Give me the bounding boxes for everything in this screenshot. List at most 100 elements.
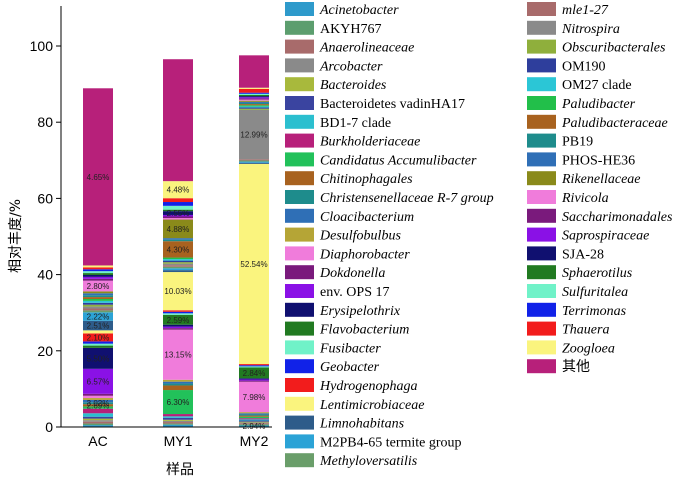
data-label: 6.57%	[87, 377, 110, 386]
bar-segment-ac-5	[83, 416, 113, 419]
legend-swatch	[285, 77, 314, 92]
bar-segment-ac-30	[83, 298, 113, 301]
bar-segment-my1-22	[163, 270, 193, 273]
legend-swatch	[285, 114, 314, 129]
bar-segment-my1-29	[163, 259, 193, 261]
bar-segment-my1-30	[163, 257, 193, 260]
legend-swatch	[285, 284, 314, 298]
y-tick-label: 20	[37, 343, 53, 359]
legend-swatch	[285, 39, 314, 54]
bar-segment-my1-21	[163, 272, 193, 311]
legend-label: Bacteroides	[320, 78, 387, 93]
bar-segment-ac-13	[83, 395, 113, 399]
bar-segment-ac-26	[83, 306, 113, 309]
bar-segment-ac-39	[83, 273, 113, 275]
legend-item: Geobacter	[285, 359, 380, 375]
bar-segment-my1-11	[163, 381, 193, 384]
bar-segment-my1-0	[163, 424, 193, 427]
bar-segment-ac-0	[83, 425, 113, 427]
bar-segment-ac-2	[83, 421, 113, 424]
legend-label: Fusibacter	[319, 341, 381, 356]
legend-item: Candidatus Accumulibacter	[285, 152, 477, 168]
bar-segment-my1-44	[163, 59, 193, 182]
bar-segment-my1-12	[163, 379, 193, 382]
bar-segment-ac-35	[83, 280, 113, 292]
bar-segment-my1-26	[163, 263, 193, 266]
bar-segment-my2-40	[239, 93, 269, 95]
legend-item: Fusibacter	[285, 340, 381, 356]
legend-label: Rikenellaceae	[561, 172, 641, 187]
bar-segment-ac-33	[83, 293, 113, 296]
x-axis-title: 样品	[166, 462, 194, 478]
bar-segment-ac-7	[83, 408, 113, 414]
legend-swatch	[527, 133, 556, 148]
legend-item: Erysipelothrix	[285, 302, 401, 319]
bar-segment-my1-8	[163, 390, 193, 415]
bar-segment-ac-21	[83, 330, 113, 334]
bar-segment-my1-39	[163, 209, 193, 212]
legend-label: M2PB4-65 termite group	[320, 435, 462, 450]
legend-label: Sulfuritalea	[562, 285, 628, 300]
x-tick-label: MY2	[240, 433, 269, 449]
legend-swatch	[285, 265, 314, 280]
data-label: 4.30%	[167, 245, 190, 254]
bar-segment-my2-29	[239, 106, 269, 108]
y-tick-label: 40	[37, 267, 53, 283]
bar-segment-my2-24	[239, 160, 269, 162]
legend-item: Limnohabitans	[285, 415, 405, 432]
bar-segment-my1-33	[163, 238, 193, 240]
bar-segment-ac-15	[83, 368, 113, 394]
bar-segment-my1-9	[163, 385, 193, 391]
legend-item: M2PB4-65 termite group	[285, 434, 462, 450]
bar-segment-my2-13	[239, 381, 269, 413]
bar-segment-my1-18	[163, 313, 193, 315]
legend-item: SJA-28	[527, 246, 604, 262]
legend-label: Hydrogenophaga	[319, 379, 417, 394]
axes: 相对丰度/% 样品 0 20 40 60 80 100 AC MY1 MY2	[8, 6, 272, 478]
legend-item: Flavobacterium	[285, 321, 409, 338]
data-label: 2.84%	[243, 369, 266, 378]
bar-segment-ac-10	[83, 402, 113, 405]
legend-swatch	[527, 58, 556, 73]
legend-item: PB19	[527, 133, 593, 150]
legend-swatch	[527, 284, 556, 298]
bar-segment-my1-28	[163, 260, 193, 263]
bar-segment-ac-42	[83, 267, 113, 270]
legend-item: mle1-27	[527, 2, 609, 18]
legend-item: BD1-7 clade	[285, 114, 391, 131]
legend-swatch	[527, 321, 556, 336]
legend-item: Burkholderiaceae	[285, 133, 420, 150]
y-tick-label: 60	[37, 190, 53, 206]
bar-segment-my2-31	[239, 104, 269, 106]
legend-swatch	[527, 20, 556, 35]
legend-swatch	[285, 246, 314, 261]
bar-segment-my1-2	[163, 422, 193, 424]
data-label: 12.99%	[240, 131, 267, 140]
bar-segment-my2-5	[239, 420, 269, 422]
bar-segment-my2-28	[239, 107, 269, 109]
plot-area: 2.10% 2.51% 5.50% 6.57% 2.22% 4.65% 2.80% 2.69%…	[83, 55, 269, 431]
legend-item: AKYH767	[285, 20, 381, 37]
bar-segment-ac-19	[83, 341, 113, 344]
legend-swatch	[527, 246, 556, 261]
bar-segment-my2-15	[239, 379, 269, 381]
legend-label: BD1-7 clade	[320, 116, 391, 131]
bar-segment-my1-32	[163, 239, 193, 242]
bar-segment-ac-23	[83, 312, 113, 321]
bar-segment-my1-17	[163, 314, 193, 325]
bar-segment-ac-9	[83, 404, 113, 407]
bar-segment-ac-3	[83, 420, 113, 422]
legend-swatch	[285, 340, 314, 355]
legend-swatch	[527, 96, 556, 110]
bar-segment-my2-7	[239, 418, 269, 420]
legend-swatch	[285, 359, 314, 374]
legend-label: PHOS-HE36	[562, 153, 635, 168]
bar-segment-my1-4	[163, 419, 193, 421]
legend-item: Nitrospira	[527, 20, 620, 37]
legend-swatch	[527, 265, 556, 280]
legend-swatch	[527, 2, 556, 16]
legend-swatch	[285, 453, 314, 468]
legend-item: Dokdonella	[285, 265, 385, 281]
bar-segment-my2-30	[239, 105, 269, 107]
